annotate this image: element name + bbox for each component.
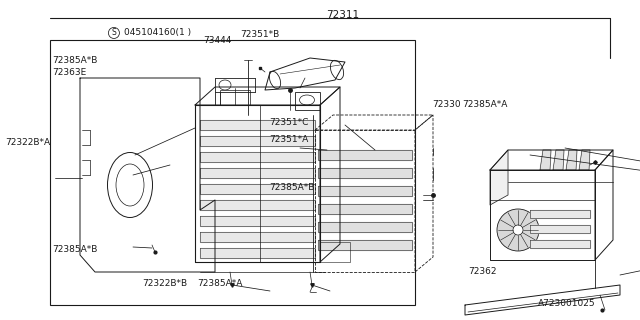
Polygon shape bbox=[553, 150, 564, 170]
Polygon shape bbox=[318, 204, 412, 214]
Text: 72311: 72311 bbox=[326, 10, 359, 20]
Text: 045104160(1 ): 045104160(1 ) bbox=[124, 28, 191, 37]
Polygon shape bbox=[195, 87, 340, 105]
Polygon shape bbox=[540, 150, 551, 170]
Polygon shape bbox=[490, 170, 595, 260]
Text: 72385A*A: 72385A*A bbox=[462, 100, 508, 109]
Text: 72322B*A: 72322B*A bbox=[5, 138, 51, 147]
Polygon shape bbox=[318, 222, 412, 232]
Text: S: S bbox=[111, 28, 116, 37]
Circle shape bbox=[513, 225, 523, 235]
Polygon shape bbox=[318, 168, 412, 178]
Bar bbox=[320, 242, 350, 262]
Polygon shape bbox=[200, 200, 315, 210]
Polygon shape bbox=[200, 232, 315, 242]
Polygon shape bbox=[318, 150, 412, 160]
Polygon shape bbox=[318, 240, 412, 250]
Bar bbox=[220, 90, 250, 105]
Text: 72330: 72330 bbox=[432, 100, 461, 109]
Bar bbox=[50, 40, 415, 305]
Polygon shape bbox=[265, 58, 345, 90]
Polygon shape bbox=[200, 136, 315, 146]
Polygon shape bbox=[490, 150, 508, 205]
Text: 72351*A: 72351*A bbox=[269, 135, 308, 144]
Text: 72351*B: 72351*B bbox=[240, 30, 279, 39]
Polygon shape bbox=[195, 105, 320, 262]
Text: 72363E: 72363E bbox=[52, 68, 87, 77]
Text: 72385A*B: 72385A*B bbox=[52, 56, 98, 65]
Polygon shape bbox=[530, 240, 590, 248]
Polygon shape bbox=[200, 152, 315, 162]
Text: 72385A*B: 72385A*B bbox=[269, 183, 314, 192]
Polygon shape bbox=[200, 216, 315, 226]
Text: 72362: 72362 bbox=[468, 267, 497, 276]
Text: 72351*C: 72351*C bbox=[269, 118, 308, 127]
Text: A723001025: A723001025 bbox=[538, 299, 595, 308]
Polygon shape bbox=[566, 150, 577, 170]
Polygon shape bbox=[490, 150, 613, 170]
Text: 72385A*A: 72385A*A bbox=[197, 279, 243, 288]
Polygon shape bbox=[200, 184, 315, 194]
Ellipse shape bbox=[497, 209, 539, 251]
Polygon shape bbox=[200, 120, 315, 130]
Bar bbox=[315, 130, 415, 272]
Polygon shape bbox=[530, 225, 590, 233]
Polygon shape bbox=[530, 210, 590, 218]
Polygon shape bbox=[200, 248, 315, 258]
Text: 72385A*B: 72385A*B bbox=[52, 245, 98, 254]
Text: 73444: 73444 bbox=[204, 36, 232, 45]
Polygon shape bbox=[318, 186, 412, 196]
Polygon shape bbox=[579, 150, 590, 170]
Bar bbox=[295, 92, 320, 110]
Polygon shape bbox=[200, 168, 315, 178]
Polygon shape bbox=[465, 285, 620, 315]
Text: 72322B*B: 72322B*B bbox=[142, 279, 188, 288]
Polygon shape bbox=[320, 87, 340, 262]
Polygon shape bbox=[595, 150, 613, 260]
